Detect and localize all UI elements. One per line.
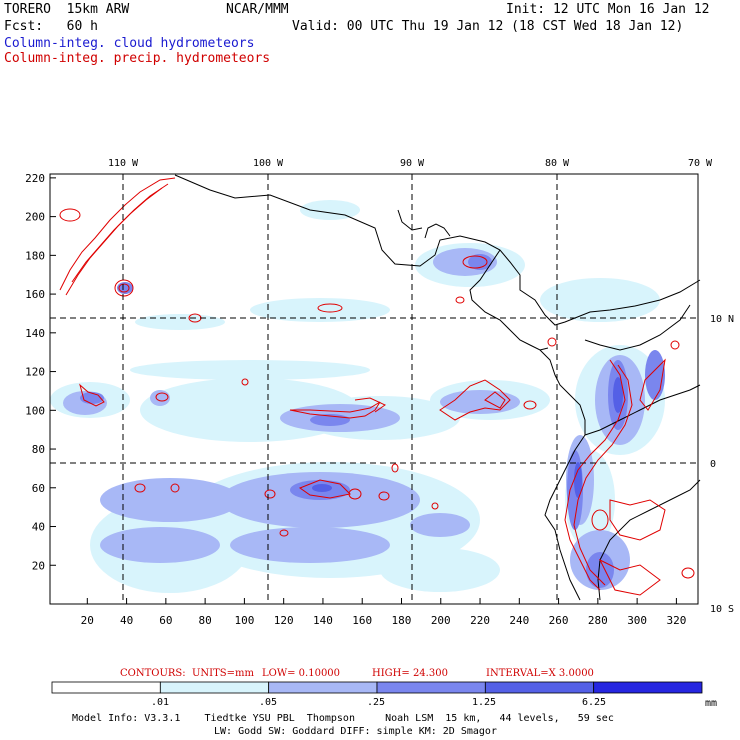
x-tick-label: 40 (120, 614, 133, 627)
colorbar-label: .25 (366, 697, 386, 708)
colorbar-segment (268, 681, 378, 694)
x-tick-label: 60 (159, 614, 172, 627)
y-tick-label: 60 (32, 482, 45, 495)
y-tick-label: 220 (25, 172, 45, 185)
y-tick-label: 140 (25, 327, 45, 340)
colorbar-label: 6.25 (581, 697, 607, 708)
graticule (50, 174, 698, 604)
y-tick-label: 20 (32, 559, 45, 572)
contour-units: UNITS=mm (192, 668, 255, 679)
lon-label: 90 W (400, 158, 425, 169)
lon-label: 110 W (108, 158, 139, 169)
colorbar-segment (376, 681, 486, 694)
x-tick-label: 120 (274, 614, 294, 627)
y-tick-label: 200 (25, 211, 45, 224)
valid-time: Valid: 00 UTC Thu 19 Jan 12 (18 CST Wed … (292, 19, 684, 34)
x-tick-label: 180 (392, 614, 412, 627)
colorbar-segment (484, 681, 595, 694)
y-tick-label: 180 (25, 249, 45, 262)
x-tick-label: 220 (470, 614, 490, 627)
x-tick-label: 20 (81, 614, 94, 627)
y-axis-ticks: 20 40 60 80 100 120 140 160 180 200 220 (25, 172, 56, 572)
x-axis-ticks: 20 40 60 80 100 120 140 160 180 200 220 240 260 280 30… (81, 598, 686, 627)
colorbar (51, 681, 703, 694)
forecast-hour: Fcst: 60 h (4, 19, 98, 34)
x-tick-label: 300 (627, 614, 647, 627)
colorbar-segment (159, 681, 270, 694)
colorbar-label: 1.25 (471, 697, 497, 708)
x-tick-label: 320 (666, 614, 686, 627)
colorbar-label: .05 (258, 697, 278, 708)
x-tick-label: 100 (234, 614, 254, 627)
plot-frame (49, 173, 699, 605)
colorbar-unit: mm (705, 698, 717, 709)
lat-label: 10 S (710, 604, 734, 615)
colorbar-segment (593, 681, 703, 694)
y-tick-label: 80 (32, 443, 45, 456)
footer-physics-info: LW: Godd SW: Goddard DIFF: simple KM: 2D… (214, 726, 497, 737)
x-tick-label: 280 (588, 614, 608, 627)
lat-label: 10 N (710, 314, 734, 325)
contour-high: HIGH= 24.300 (372, 668, 448, 679)
contour-low: LOW= 0.10000 (262, 668, 340, 679)
colorbar-segment (51, 681, 161, 694)
colorbar-label: .01 (150, 697, 170, 708)
lon-label: 80 W (545, 158, 570, 169)
lat-label: 0 (710, 459, 716, 470)
lon-label: 70 W (688, 158, 713, 169)
lon-label: 100 W (253, 158, 284, 169)
x-tick-label: 140 (313, 614, 333, 627)
y-tick-label: 40 (32, 521, 45, 534)
field-precip-label: Column-integ. precip. hydrometeors (4, 51, 271, 66)
footer-model-info: Model Info: V3.3.1 Tiedtke YSU PBL Thomp… (72, 713, 614, 724)
x-tick-label: 80 (199, 614, 212, 627)
y-tick-label: 160 (25, 288, 45, 301)
contour-interval: INTERVAL=X 3.0000 (486, 668, 594, 679)
cloud-hydrometeor-field (50, 200, 665, 593)
init-time: Init: 12 UTC Mon 16 Jan 12 (506, 2, 710, 17)
x-tick-label: 200 (431, 614, 451, 627)
x-tick-label: 260 (549, 614, 569, 627)
contour-label: CONTOURS: (120, 668, 186, 679)
x-tick-label: 240 (509, 614, 529, 627)
org-label: NCAR/MMM (226, 2, 289, 17)
field-cloud-label: Column-integ. cloud hydrometeors (4, 36, 255, 51)
model-title: TORERO 15km ARW (4, 2, 130, 17)
precip-contours (59, 177, 695, 596)
y-tick-label: 120 (25, 366, 45, 379)
y-tick-label: 100 (25, 404, 45, 417)
x-tick-label: 160 (352, 614, 372, 627)
